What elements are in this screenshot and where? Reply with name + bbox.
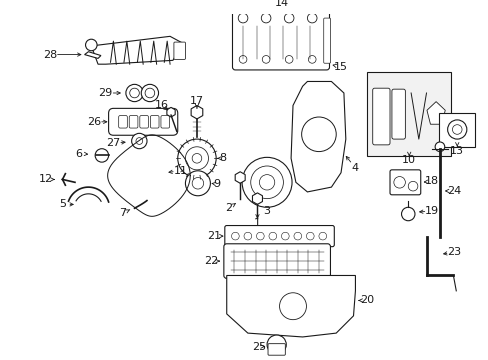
Circle shape xyxy=(308,55,315,63)
Circle shape xyxy=(242,157,291,207)
Circle shape xyxy=(244,232,251,240)
Bar xyxy=(438,113,474,147)
Circle shape xyxy=(239,55,246,63)
FancyBboxPatch shape xyxy=(161,116,169,128)
Text: 17: 17 xyxy=(189,96,203,106)
FancyBboxPatch shape xyxy=(232,12,329,70)
Text: 13: 13 xyxy=(449,146,463,156)
Circle shape xyxy=(451,125,461,134)
FancyBboxPatch shape xyxy=(108,108,177,135)
FancyBboxPatch shape xyxy=(391,89,405,139)
Circle shape xyxy=(177,139,216,177)
Circle shape xyxy=(185,171,210,196)
Text: 27: 27 xyxy=(106,138,120,148)
Text: 28: 28 xyxy=(43,50,57,59)
Text: 7: 7 xyxy=(119,208,126,218)
Text: 3: 3 xyxy=(263,206,270,216)
Text: 5: 5 xyxy=(59,199,66,210)
Circle shape xyxy=(268,232,276,240)
Polygon shape xyxy=(91,36,182,64)
Text: 25: 25 xyxy=(252,342,266,352)
FancyBboxPatch shape xyxy=(119,116,127,128)
Text: 14: 14 xyxy=(274,0,288,8)
Circle shape xyxy=(434,142,444,152)
Text: 9: 9 xyxy=(213,179,220,189)
Text: 20: 20 xyxy=(359,296,373,305)
FancyBboxPatch shape xyxy=(389,170,420,195)
FancyBboxPatch shape xyxy=(372,88,389,145)
FancyBboxPatch shape xyxy=(224,225,334,247)
Circle shape xyxy=(231,232,239,240)
Circle shape xyxy=(266,335,285,354)
Text: 22: 22 xyxy=(204,256,218,266)
Text: 8: 8 xyxy=(219,153,226,163)
Circle shape xyxy=(447,120,466,139)
Polygon shape xyxy=(84,52,101,58)
Text: 26: 26 xyxy=(87,117,101,127)
Circle shape xyxy=(306,232,313,240)
Text: 12: 12 xyxy=(39,175,53,184)
FancyBboxPatch shape xyxy=(174,42,185,59)
Circle shape xyxy=(95,149,108,162)
Circle shape xyxy=(293,232,301,240)
Circle shape xyxy=(129,88,139,98)
Circle shape xyxy=(285,55,292,63)
Text: 1: 1 xyxy=(253,218,261,228)
Polygon shape xyxy=(166,107,175,117)
Circle shape xyxy=(262,55,269,63)
Circle shape xyxy=(141,84,158,102)
Polygon shape xyxy=(290,81,345,192)
FancyBboxPatch shape xyxy=(267,344,285,355)
FancyBboxPatch shape xyxy=(150,116,159,128)
Text: 2: 2 xyxy=(224,203,232,213)
Polygon shape xyxy=(191,105,203,119)
Circle shape xyxy=(393,176,405,188)
Text: 4: 4 xyxy=(351,163,358,173)
Circle shape xyxy=(250,166,283,199)
Text: 19: 19 xyxy=(425,206,438,216)
FancyBboxPatch shape xyxy=(140,116,148,128)
FancyBboxPatch shape xyxy=(224,244,330,278)
Circle shape xyxy=(145,88,154,98)
Circle shape xyxy=(261,13,270,23)
Text: 10: 10 xyxy=(402,155,415,165)
Circle shape xyxy=(284,13,293,23)
FancyBboxPatch shape xyxy=(323,18,330,63)
Circle shape xyxy=(281,232,288,240)
Circle shape xyxy=(85,39,97,51)
Text: 29: 29 xyxy=(99,88,113,98)
FancyBboxPatch shape xyxy=(129,116,138,128)
Circle shape xyxy=(192,153,202,163)
Circle shape xyxy=(401,207,414,221)
Text: 6: 6 xyxy=(75,149,82,158)
Polygon shape xyxy=(226,275,355,337)
Bar xyxy=(366,72,450,156)
Text: 15: 15 xyxy=(333,62,347,72)
Circle shape xyxy=(307,13,316,23)
Text: 24: 24 xyxy=(447,186,461,196)
Text: 11: 11 xyxy=(173,166,187,176)
Circle shape xyxy=(318,232,326,240)
Circle shape xyxy=(407,181,417,191)
Circle shape xyxy=(136,138,142,144)
Circle shape xyxy=(301,117,336,152)
Circle shape xyxy=(279,293,306,320)
Polygon shape xyxy=(235,172,244,183)
Polygon shape xyxy=(252,193,262,204)
Circle shape xyxy=(259,175,274,190)
Text: 16: 16 xyxy=(154,100,168,111)
Circle shape xyxy=(192,177,203,189)
Circle shape xyxy=(131,133,147,149)
Circle shape xyxy=(185,147,208,170)
Text: 18: 18 xyxy=(425,176,438,186)
Polygon shape xyxy=(426,102,445,124)
Circle shape xyxy=(256,232,264,240)
Circle shape xyxy=(238,13,247,23)
Circle shape xyxy=(125,84,143,102)
Text: 23: 23 xyxy=(447,247,461,257)
Text: 21: 21 xyxy=(207,231,221,241)
